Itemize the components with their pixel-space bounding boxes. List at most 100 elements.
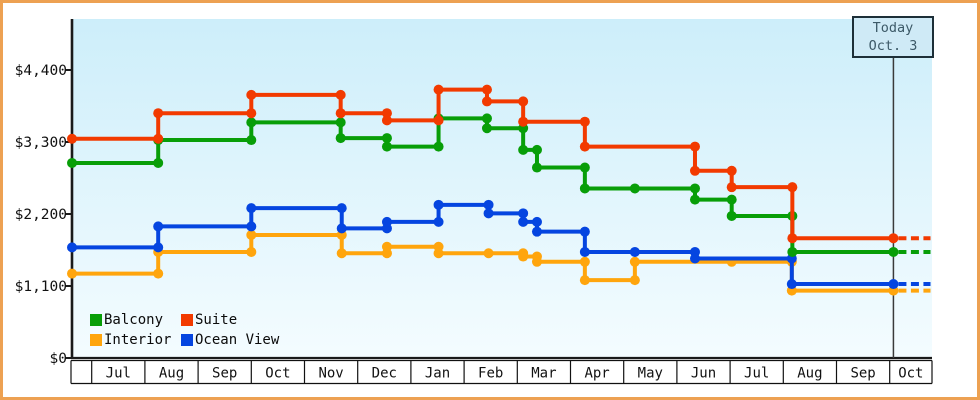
month-label: Sep (212, 366, 237, 382)
series-suite-point (433, 84, 444, 95)
series-suite-point (579, 116, 590, 127)
series-suite-point (481, 96, 492, 107)
series-ocean-view-point (483, 208, 494, 219)
series-interior-point (579, 275, 590, 286)
series-suite-point (246, 108, 257, 119)
series-balcony-line (72, 116, 894, 254)
interior-swatch-icon (90, 334, 102, 346)
series-ocean-view-point (689, 253, 700, 264)
series-suite-point (67, 133, 78, 144)
y-tick-label: $4,400 (15, 63, 67, 79)
series-balcony-point (381, 141, 392, 152)
series-ocean-view-point (246, 203, 257, 214)
month-label: Nov (318, 366, 343, 382)
series-suite-point (579, 141, 590, 152)
series-interior-point (579, 256, 590, 267)
legend-label: Interior (104, 332, 172, 348)
series-suite-point (335, 89, 346, 100)
series-suite-point (726, 165, 737, 176)
series-ocean-view-point (518, 216, 529, 227)
series-balcony-point (481, 123, 492, 134)
series-suite-point (787, 233, 798, 244)
series-balcony-point (246, 117, 257, 128)
suite-swatch-icon (181, 314, 193, 326)
series-balcony-point (787, 246, 798, 257)
month-label: Oct (265, 366, 290, 382)
series-interior-point (483, 248, 494, 259)
y-tick-label: $2,200 (15, 207, 67, 223)
series-ocean-view-point (579, 246, 590, 257)
series-balcony-point (381, 133, 392, 144)
month-label: Mar (531, 366, 556, 382)
series-interior-point (518, 251, 529, 262)
series-balcony-point (433, 141, 444, 152)
legend-label: Balcony (104, 312, 164, 328)
month-label: Sep (850, 366, 875, 382)
series-ocean-view-point (518, 208, 529, 219)
series-interior-point (153, 268, 164, 279)
series-suite-point (381, 115, 392, 126)
series-suite-point (153, 108, 164, 119)
month-label: May (638, 366, 663, 382)
series-ocean-view-point (336, 203, 347, 214)
series-suite-point (335, 108, 346, 119)
legend-label: Ocean View (195, 332, 280, 348)
series-interior-point (67, 268, 78, 279)
series-ocean-view-point (433, 216, 444, 227)
series-ocean-view-point (246, 221, 257, 232)
balcony-swatch-icon (90, 314, 102, 326)
today-annotation: Today Oct. 3 (852, 16, 934, 58)
series-ocean-view-point (153, 242, 164, 253)
ocean-view-swatch-icon (181, 334, 193, 346)
series-balcony-point (531, 162, 542, 173)
month-label: Jun (691, 366, 716, 382)
series-interior-point (381, 241, 392, 252)
plot-background (73, 19, 932, 358)
series-interior-line (72, 232, 894, 293)
series-suite-point (433, 115, 444, 126)
series-balcony-point (689, 194, 700, 205)
y-tick-label: $1,100 (15, 279, 67, 295)
series-suite-point (381, 108, 392, 119)
series-balcony-point (726, 194, 737, 205)
today-annotation-line2: Oct. 3 (868, 38, 918, 54)
series-balcony-point (689, 183, 700, 194)
series-ocean-view-point (433, 199, 444, 210)
series-suite-point (888, 233, 899, 244)
series-ocean-view-point (579, 226, 590, 237)
month-label: Feb (478, 366, 503, 382)
series-balcony-point (579, 183, 590, 194)
legend-item-interior: Interior (90, 333, 181, 347)
month-label: Aug (797, 366, 822, 382)
chart-legend: Balcony Suite Interior Ocean View (90, 313, 279, 347)
series-ocean-view-point (629, 246, 640, 257)
series-ocean-view-point (381, 216, 392, 227)
today-annotation-line1: Today (872, 20, 914, 36)
month-label: Aug (159, 366, 184, 382)
series-suite-point (689, 141, 700, 152)
series-balcony-point (531, 144, 542, 155)
series-balcony-point (518, 144, 529, 155)
series-interior-point (336, 248, 347, 259)
series-suite-point (787, 182, 798, 193)
month-label: Jan (425, 366, 450, 382)
legend-item-ocean-view: Ocean View (181, 333, 279, 347)
series-suite-point (518, 96, 529, 107)
series-balcony-point (888, 246, 899, 257)
series-balcony-point (579, 162, 590, 173)
series-suite-point (153, 133, 164, 144)
series-ocean-view-point (153, 221, 164, 232)
series-ocean-view-point (67, 242, 78, 253)
series-ocean-view-point (786, 279, 797, 290)
series-balcony-point (629, 183, 640, 194)
month-label: Apr (584, 366, 609, 382)
series-suite-point (518, 116, 529, 127)
series-interior-point (433, 248, 444, 259)
series-ocean-view-point (531, 226, 542, 237)
month-label: Dec (372, 366, 397, 382)
series-ocean-view-point (531, 216, 542, 227)
series-balcony-point (481, 113, 492, 124)
series-ocean-view-point (483, 199, 494, 210)
